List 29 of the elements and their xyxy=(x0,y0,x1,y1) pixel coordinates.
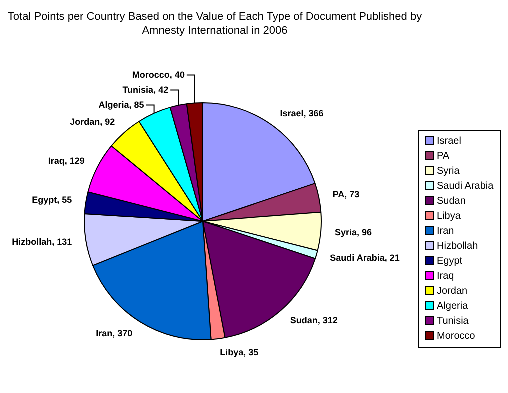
data-label: Tunisia, 42 xyxy=(122,84,169,95)
legend-label: Libya xyxy=(436,210,462,224)
legend-label: Sudan xyxy=(436,195,467,209)
data-label: Syria, 96 xyxy=(335,227,372,238)
legend-label: Hizbollah xyxy=(436,240,480,254)
legend-label: PA xyxy=(436,150,451,164)
data-label: PA, 73 xyxy=(332,189,360,200)
legend-label: Iran xyxy=(436,225,456,239)
data-label: Jordan, 92 xyxy=(70,116,116,127)
data-label: Egypt, 55 xyxy=(32,195,72,206)
legend-label: Egypt xyxy=(436,255,464,269)
legend-label: Tunisia xyxy=(436,315,470,329)
legend-label: Syria xyxy=(436,165,461,179)
legend-label: Jordan xyxy=(436,285,469,299)
data-label: Saudi Arabia, 21 xyxy=(330,253,400,264)
data-label: Sudan, 312 xyxy=(290,316,338,326)
data-label: Morocco, 40 xyxy=(132,70,185,80)
legend-label: Iraq xyxy=(436,270,456,284)
data-label: Libya, 35 xyxy=(220,347,259,358)
legend-label: Algeria xyxy=(436,300,470,314)
data-label: Algeria, 85 xyxy=(98,100,144,110)
data-label: Iran, 370 xyxy=(96,328,133,338)
data-label: Hizbollah, 131 xyxy=(12,236,72,247)
legend-label: Morocco xyxy=(436,330,476,344)
data-label: Israel, 366 xyxy=(280,108,324,118)
data-label: Iraq, 129 xyxy=(48,156,85,166)
legend-label: Israel xyxy=(436,135,462,149)
legend-label: Saudi Arabia xyxy=(436,180,494,194)
chart-title: Total Points per Country Based on the Value of Each Type of Document Published by Amnesty International in 2006 xyxy=(6,10,424,38)
